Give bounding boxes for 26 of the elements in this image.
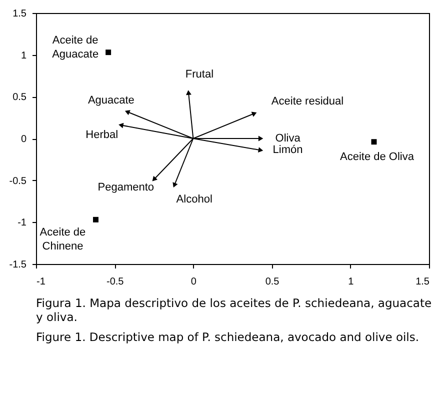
x-tick-label: -1 bbox=[36, 276, 46, 288]
y-tick-label: -1 bbox=[18, 218, 27, 229]
y-tick-label: -1.5 bbox=[9, 260, 27, 270]
annotation: Frutal bbox=[185, 68, 214, 80]
x-tick-label: -0.5 bbox=[106, 276, 124, 288]
caption: Figure 1. Descriptive map of P. schiedeana, avocado and olive oils. bbox=[36, 330, 420, 344]
annotation: Aguacate bbox=[88, 94, 134, 107]
annotation: Pegamento bbox=[98, 181, 154, 194]
x-tick-label: 1 bbox=[348, 276, 354, 288]
annotation: Aceite de Aguacate bbox=[52, 34, 99, 60]
annotation: Herbal bbox=[86, 129, 118, 142]
y-tick-label: 0.5 bbox=[12, 92, 27, 104]
y-tick-label: 0 bbox=[20, 134, 27, 145]
y-tick-label: -0.5 bbox=[9, 176, 27, 187]
annotation: Aceite residual bbox=[271, 95, 344, 108]
x-tick-label: 1.5 bbox=[416, 276, 430, 288]
text: Figura 1. Mapa descriptivo de los aceites de P. schiedeana, aguacate y oliva. bbox=[36, 296, 433, 324]
annotation: Aceite de Oliva bbox=[340, 150, 415, 163]
x-tick-label: 0.5 bbox=[265, 276, 280, 288]
annotation: Aceite de Chinene bbox=[40, 226, 86, 253]
annotation: Alcohol bbox=[176, 193, 212, 206]
annotation: Limón bbox=[272, 144, 303, 156]
annotation: Oliva bbox=[275, 132, 302, 144]
y-tick-label: 1 bbox=[20, 50, 27, 62]
y-tick-label: 1.5 bbox=[12, 8, 27, 20]
x-tick-label: 0 bbox=[190, 276, 197, 288]
